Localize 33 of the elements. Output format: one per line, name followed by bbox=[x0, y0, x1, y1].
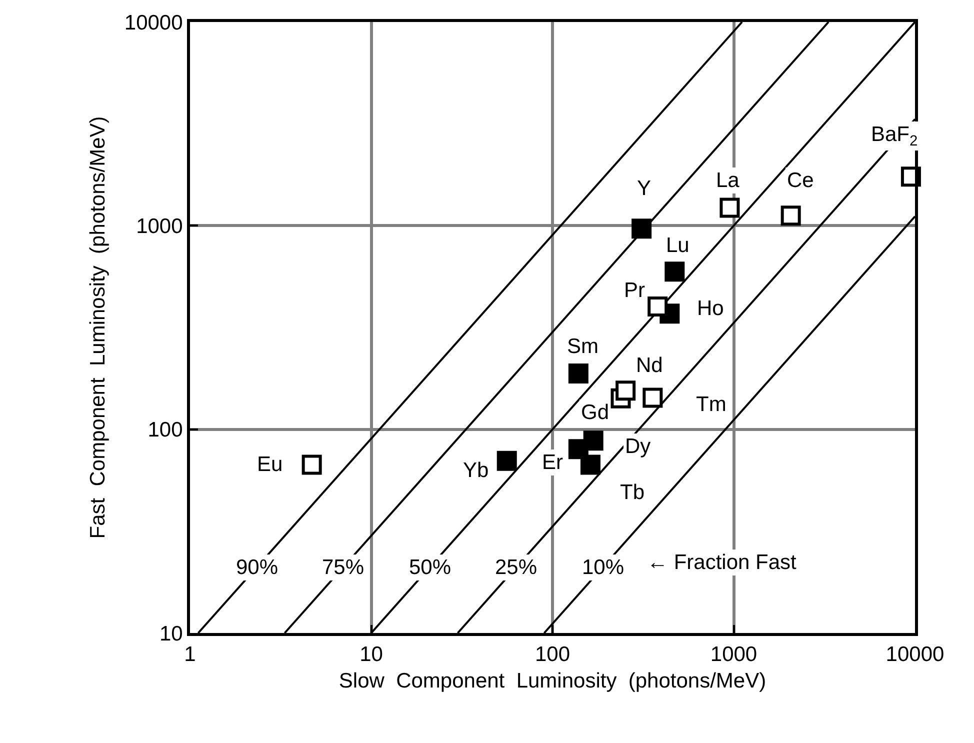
x-tick-label: 10000 bbox=[886, 643, 944, 666]
x-tick-label: 1 bbox=[184, 643, 196, 666]
annotation: ← Fraction Fast bbox=[647, 551, 797, 574]
annotation: Er bbox=[542, 451, 564, 474]
annotation: Ho bbox=[697, 297, 724, 320]
annotation: Ce bbox=[787, 169, 814, 192]
annotation: Lu bbox=[666, 234, 690, 257]
x-axis-title: Slow Component Luminosity (photons/MeV) bbox=[338, 669, 766, 692]
annotation: Eu bbox=[257, 453, 283, 476]
annotation: BaF$_{2}$ bbox=[871, 123, 918, 150]
y-tick-label: 10000 bbox=[124, 11, 183, 34]
annotation: Y bbox=[637, 177, 652, 200]
series-label: 10% bbox=[582, 556, 624, 579]
annotation: Nd bbox=[636, 354, 663, 377]
y-tick-label: 1000 bbox=[136, 215, 183, 238]
annotation: Dy bbox=[625, 435, 652, 458]
annotation: Tb bbox=[620, 481, 645, 504]
annotation: Tm bbox=[696, 393, 726, 416]
annotation: La bbox=[716, 169, 740, 192]
y-tick-label: 10 bbox=[159, 622, 183, 646]
y-axis-title: Fast Component Luminosity (photons/MeV) bbox=[86, 116, 110, 539]
annotation: Sm bbox=[567, 335, 598, 358]
annotation: Gd bbox=[581, 401, 610, 424]
y-tick-label: 100 bbox=[148, 418, 183, 442]
annotation: Yb bbox=[463, 459, 489, 482]
x-tick-label: 1000 bbox=[710, 643, 758, 666]
x-tick-label: 100 bbox=[534, 643, 570, 666]
series-label: 90% bbox=[236, 556, 278, 579]
series-label: 75% bbox=[322, 556, 364, 579]
series-label: 50% bbox=[409, 556, 452, 579]
annotation: Pr bbox=[624, 279, 646, 302]
x-tick-label: 10 bbox=[360, 643, 383, 666]
series-label: 25% bbox=[495, 556, 538, 579]
